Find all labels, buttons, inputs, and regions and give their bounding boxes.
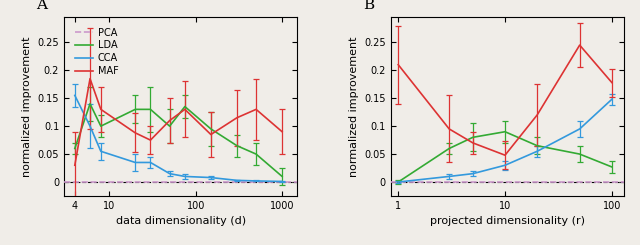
X-axis label: projected dimensionality (r): projected dimensionality (r) [430,216,585,226]
Text: A: A [36,0,47,12]
Y-axis label: normalized improvement: normalized improvement [349,36,358,177]
Text: B: B [363,0,374,12]
Y-axis label: normalized improvement: normalized improvement [22,36,32,177]
X-axis label: data dimensionality (d): data dimensionality (d) [116,216,246,226]
Legend: PCA, LDA, CCA, MAF: PCA, LDA, CCA, MAF [74,25,120,78]
